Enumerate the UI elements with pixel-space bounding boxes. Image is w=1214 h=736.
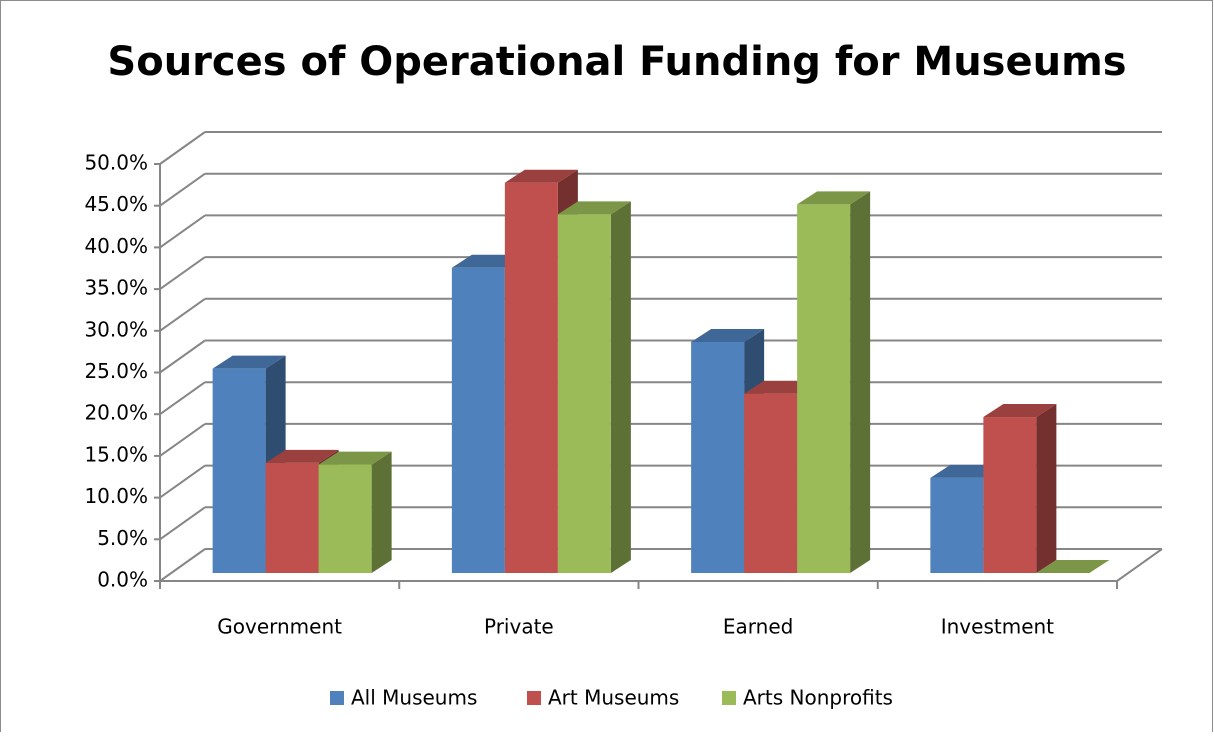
bar-top	[691, 328, 765, 342]
floor-edge	[1116, 548, 1163, 582]
grid-line	[159, 548, 206, 582]
bar	[930, 477, 984, 573]
legend-swatch	[527, 691, 541, 705]
y-tick-label: 40.0%	[84, 234, 148, 258]
bar	[318, 464, 372, 573]
legend-label: Arts Nonprofits	[743, 686, 893, 710]
grid-line	[159, 506, 206, 541]
y-tick-label: 35.0%	[84, 276, 148, 300]
chart-title: Sources of Operational Funding for Museu…	[107, 39, 1126, 85]
bar	[265, 462, 319, 573]
y-tick-label: 50.0%	[84, 151, 148, 175]
y-tick-label: 5.0%	[97, 526, 148, 550]
legend-label: Art Museums	[548, 686, 679, 710]
grid-line	[159, 214, 206, 249]
bar-side	[371, 451, 392, 573]
bar	[691, 341, 745, 573]
bar	[557, 214, 611, 573]
grid-line	[159, 339, 206, 374]
grid-line	[159, 464, 206, 499]
x-tick-label: Investment	[941, 615, 1054, 639]
x-tick-label: Government	[217, 615, 342, 639]
legend-label: All Museums	[351, 686, 477, 710]
x-tick-label: Private	[484, 615, 554, 639]
x-tick-label: Earned	[723, 615, 793, 639]
bar	[744, 393, 798, 573]
bar-top	[504, 169, 578, 183]
bar-top	[265, 449, 339, 463]
bar-top	[983, 404, 1057, 418]
y-tick-label: 30.0%	[84, 317, 148, 341]
bar	[983, 417, 1037, 573]
bar	[212, 368, 266, 573]
bar-top	[212, 355, 286, 369]
bar-top	[318, 451, 392, 465]
bar-top	[797, 191, 871, 205]
bar-side	[610, 201, 631, 573]
bar	[451, 267, 505, 573]
y-tick-label: 20.0%	[84, 401, 148, 425]
grid-line	[159, 131, 206, 165]
legend-swatch	[722, 691, 736, 705]
grid-line	[159, 381, 206, 416]
y-tick-label: 45.0%	[84, 192, 148, 216]
grid-line	[159, 172, 206, 207]
y-tick-label: 15.0%	[84, 442, 148, 466]
grid-line	[159, 256, 206, 290]
bar-side	[1036, 404, 1057, 573]
bar	[504, 182, 558, 574]
grid-line	[159, 423, 206, 457]
bar	[797, 204, 851, 573]
bar-top	[1036, 560, 1110, 573]
bar-top	[557, 201, 631, 215]
legend-swatch	[330, 691, 344, 705]
y-tick-label: 10.0%	[84, 484, 148, 508]
y-tick-label: 25.0%	[84, 359, 148, 383]
bar-side	[850, 191, 871, 573]
y-tick-label: 0.0%	[97, 568, 148, 592]
grid-line	[159, 297, 206, 332]
